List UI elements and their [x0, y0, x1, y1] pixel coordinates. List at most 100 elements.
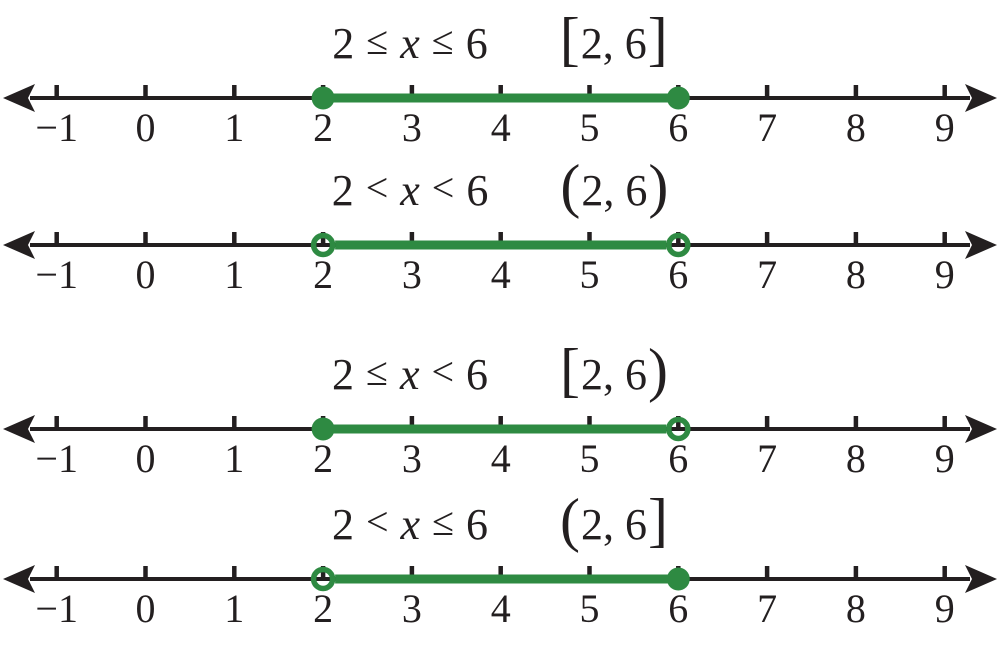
interval-title-2: 2 < x < 6 ( 2, 6 ) [0, 156, 1000, 221]
open-paren: ( [560, 153, 581, 219]
tick-label: 7 [757, 252, 777, 297]
inequality-lower-bound: 2 [331, 165, 354, 215]
end-open-circle [666, 232, 691, 258]
tick-label: 2 [313, 436, 333, 481]
tick-label: 4 [491, 436, 511, 481]
interval-notation: ( 2, 6 ) [560, 156, 668, 220]
interval-notation: ( 2, 6 ] [560, 490, 668, 554]
interval-body: 2, 6 [581, 165, 648, 215]
tick-label: 4 [491, 586, 511, 631]
end-closed-dot [666, 567, 690, 591]
tick-label: 3 [402, 105, 422, 150]
interval-notation: [ 2, 6 ) [560, 340, 668, 404]
inequality-expression: 2 ≤ x < 6 [332, 349, 488, 400]
tick-label: 9 [935, 105, 955, 150]
close-paren: ) [648, 337, 668, 403]
number-line: −1 0 1 2 3 4 5 6 7 8 9 [0, 221, 1000, 301]
start-closed-dot [311, 86, 335, 110]
relation-symbol: < [365, 498, 389, 544]
inequality-upper-bound: 6 [466, 499, 489, 549]
start-open-circle [310, 566, 336, 592]
right-arrow-icon [965, 231, 997, 259]
tick-label: 2 [313, 105, 333, 150]
tick-label: 0 [136, 436, 156, 481]
tick-label: 5 [580, 586, 600, 631]
close-bracket: ] [648, 487, 668, 553]
tick-label: 0 [136, 586, 156, 631]
tick-label: 6 [668, 252, 688, 297]
relation-symbol: < [431, 348, 455, 394]
tick-label: −1 [35, 252, 78, 297]
tick-label: 7 [757, 436, 777, 481]
number-line-row-4: 2 < x ≤ 6 ( 2, 6 ] −1 0 1 2 3 4 5 6 7 8 9 [0, 490, 1000, 635]
tick-label: 8 [846, 252, 866, 297]
inequality-upper-bound: 6 [466, 349, 489, 399]
number-line-row-1: 2 ≤ x ≤ 6 [ 2, 6 ] −1 0 1 2 3 4 5 6 7 8 9 [0, 9, 1000, 154]
variable-x: x [400, 18, 420, 68]
inequality-expression: 2 ≤ x ≤ 6 [332, 18, 487, 69]
inequality-expression: 2 < x ≤ 6 [332, 499, 488, 550]
tick-label: 6 [668, 105, 688, 150]
open-bracket: [ [560, 337, 581, 403]
inequality-upper-bound: 6 [466, 165, 489, 215]
open-paren: ( [560, 487, 581, 553]
left-arrow-icon [3, 565, 35, 593]
tick-label: 9 [935, 436, 955, 481]
number-line: −1 0 1 2 3 4 5 6 7 8 9 [0, 405, 1000, 485]
open-bracket: [ [559, 6, 580, 72]
tick-label: −1 [35, 105, 78, 150]
variable-x: x [399, 349, 420, 399]
tick-label: 8 [846, 586, 866, 631]
tick-label: 1 [224, 105, 244, 150]
relation-symbol: ≤ [431, 17, 454, 63]
relation-symbol: ≤ [365, 348, 388, 394]
tick-label: 8 [846, 436, 866, 481]
start-open-circle [310, 232, 336, 258]
relation-symbol: < [431, 164, 455, 210]
variable-x: x [400, 499, 421, 549]
number-line-row-2: 2 < x < 6 ( 2, 6 ) −1 0 1 2 3 4 5 6 7 8 9 [0, 156, 1000, 301]
inequality-lower-bound: 2 [332, 18, 355, 68]
interval-body: 2, 6 [581, 349, 648, 399]
tick-label: 5 [580, 436, 600, 481]
tick-label: −1 [35, 586, 78, 631]
end-closed-dot [666, 86, 690, 110]
inequality-expression: 2 < x < 6 [332, 165, 489, 216]
left-arrow-icon [3, 84, 35, 112]
number-line: −1 0 1 2 3 4 5 6 7 8 9 [0, 74, 1000, 154]
left-arrow-icon [3, 415, 35, 443]
tick-label: 9 [935, 252, 955, 297]
tick-label: 4 [491, 252, 511, 297]
inequality-lower-bound: 2 [331, 349, 354, 399]
tick-label: 5 [580, 252, 600, 297]
tick-label: 9 [935, 586, 955, 631]
relation-symbol: ≤ [366, 17, 389, 63]
interval-title-1: 2 ≤ x ≤ 6 [ 2, 6 ] [0, 9, 1000, 74]
tick-label: 0 [136, 252, 156, 297]
tick-label: 1 [224, 436, 244, 481]
number-line: −1 0 1 2 3 4 5 6 7 8 9 [0, 555, 1000, 635]
interval-title-3: 2 ≤ x < 6 [ 2, 6 ) [0, 340, 1000, 405]
tick-label: 0 [136, 105, 156, 150]
close-paren: ) [648, 153, 669, 219]
relation-symbol: < [365, 164, 389, 210]
tick-label: 3 [402, 436, 422, 481]
right-arrow-icon [965, 84, 997, 112]
tick-label: 2 [313, 252, 333, 297]
interval-notation: [ 2, 6 ] [560, 9, 668, 73]
variable-x: x [400, 165, 420, 215]
tick-label: 4 [491, 105, 511, 150]
tick-label: 6 [668, 436, 688, 481]
tick-label: 1 [224, 252, 244, 297]
left-arrow-icon [3, 231, 35, 259]
tick-label: 1 [224, 586, 244, 631]
interval-title-4: 2 < x ≤ 6 ( 2, 6 ] [0, 490, 1000, 555]
tick-label: 3 [402, 252, 422, 297]
inequality-upper-bound: 6 [465, 18, 488, 68]
right-arrow-icon [965, 415, 997, 443]
relation-symbol: ≤ [432, 498, 455, 544]
tick-label: 2 [313, 586, 333, 631]
interval-body: 2, 6 [580, 18, 647, 68]
start-closed-dot [311, 417, 335, 441]
